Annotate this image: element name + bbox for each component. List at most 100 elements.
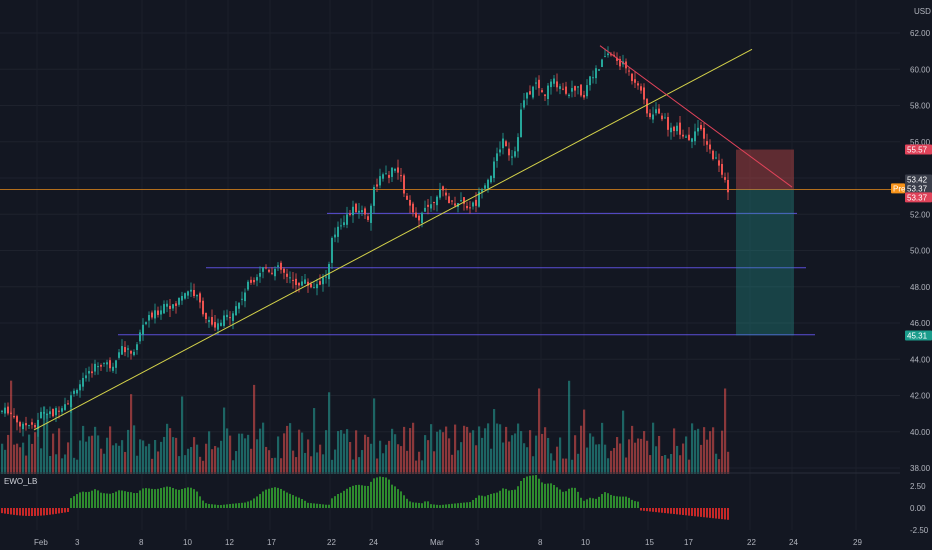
x-tick-label: Feb bbox=[34, 538, 48, 547]
candle-body bbox=[391, 167, 393, 177]
candle-body bbox=[679, 122, 681, 135]
ewo-bar bbox=[178, 489, 180, 508]
pre-price-tag: 53.37 bbox=[907, 184, 928, 193]
candle-body bbox=[478, 191, 480, 207]
candle-body bbox=[94, 363, 96, 372]
candle-body bbox=[583, 94, 585, 98]
candle-body bbox=[529, 91, 531, 95]
volume-bar bbox=[445, 426, 448, 474]
ewo-bar bbox=[697, 508, 699, 517]
ewo-bar bbox=[226, 504, 228, 508]
stop-price-tag: 55.57 bbox=[907, 146, 928, 155]
volume-bar bbox=[433, 451, 436, 474]
ewo-bar bbox=[520, 480, 522, 508]
ewo-bar bbox=[715, 508, 717, 519]
volume-bar bbox=[115, 443, 118, 474]
short-position-tool bbox=[736, 149, 794, 336]
ewo-bar bbox=[250, 500, 252, 508]
volume-bar bbox=[448, 438, 451, 474]
candle-body bbox=[715, 157, 717, 159]
ewo-bar bbox=[268, 488, 270, 508]
candle-body bbox=[517, 137, 519, 152]
volume-bar bbox=[283, 433, 286, 474]
ewo-bar bbox=[523, 477, 525, 508]
ewo-bar bbox=[241, 502, 243, 508]
candle-body bbox=[100, 364, 102, 367]
volume-bar bbox=[688, 459, 691, 474]
volume-bar bbox=[361, 450, 364, 474]
ewo-axis: 2.50 0.00 -2.50 bbox=[0, 472, 929, 535]
volume-bar bbox=[553, 460, 556, 474]
volume-bar bbox=[175, 437, 178, 474]
volume-bar bbox=[637, 438, 640, 474]
candle-body bbox=[289, 277, 291, 279]
candle-body bbox=[226, 314, 228, 318]
volume-bar bbox=[82, 425, 85, 474]
volume-bar bbox=[7, 434, 10, 474]
ewo-bar bbox=[463, 502, 465, 508]
candle-body bbox=[70, 395, 72, 407]
ewo-bar bbox=[724, 508, 726, 520]
volume-bar bbox=[145, 446, 148, 474]
candle-body bbox=[337, 226, 339, 237]
candle-body bbox=[577, 86, 579, 88]
candle-body bbox=[40, 411, 42, 419]
candle-body bbox=[376, 184, 378, 187]
candle-body bbox=[247, 281, 249, 290]
volume-bar bbox=[76, 459, 79, 474]
candle-body bbox=[499, 149, 501, 153]
volume-bar bbox=[655, 446, 658, 474]
candle-body bbox=[166, 303, 168, 307]
candle-body bbox=[637, 83, 639, 86]
ewo-bar bbox=[118, 490, 120, 508]
ewo-bar bbox=[499, 490, 501, 508]
ewo-bar bbox=[541, 482, 543, 508]
volume-bar bbox=[178, 456, 181, 474]
volume-bar bbox=[379, 440, 382, 474]
ewo-bar bbox=[553, 484, 555, 508]
volume-bar bbox=[16, 443, 19, 474]
x-tick-label: 24 bbox=[369, 538, 378, 547]
candle-body bbox=[106, 362, 108, 365]
ewo-bar bbox=[526, 476, 528, 508]
candle-body bbox=[292, 279, 294, 281]
candle-body bbox=[472, 202, 474, 207]
ewo-bar bbox=[274, 487, 276, 508]
candle-body bbox=[145, 322, 147, 325]
ewo-bar bbox=[139, 490, 141, 508]
volume-bar bbox=[547, 437, 550, 474]
ewo-bar bbox=[460, 502, 462, 508]
ewo-bar bbox=[124, 491, 126, 508]
candle-body bbox=[574, 86, 576, 91]
candle-body bbox=[592, 77, 594, 79]
ewo-bar bbox=[10, 508, 12, 515]
ewo-bar bbox=[271, 487, 273, 508]
ewo-bar bbox=[28, 508, 30, 516]
volume-bar bbox=[559, 437, 562, 474]
ewo-bar bbox=[43, 508, 45, 516]
volume-bar bbox=[610, 450, 613, 474]
candle-body bbox=[616, 57, 618, 61]
candle-body bbox=[493, 161, 495, 179]
volume-bar bbox=[406, 450, 409, 474]
candle-body bbox=[538, 79, 540, 89]
ewo-bar bbox=[607, 493, 609, 508]
volume-bar bbox=[91, 435, 94, 474]
candle-body bbox=[565, 86, 567, 94]
ewo-bar bbox=[592, 498, 594, 508]
ewo-bar bbox=[82, 491, 84, 508]
volume-bar bbox=[400, 446, 403, 474]
candle-body bbox=[313, 287, 315, 289]
ewo-bar bbox=[193, 489, 195, 508]
volume-bar bbox=[496, 423, 499, 474]
candle-body bbox=[496, 153, 498, 161]
ewo-bar bbox=[7, 508, 9, 515]
ewo-bar bbox=[394, 486, 396, 508]
y-tick-label: 38.00 bbox=[910, 464, 931, 473]
ewo-bar bbox=[556, 487, 558, 508]
volume-bar bbox=[571, 459, 574, 474]
volume-bar bbox=[484, 428, 487, 474]
candle-body bbox=[526, 92, 528, 99]
